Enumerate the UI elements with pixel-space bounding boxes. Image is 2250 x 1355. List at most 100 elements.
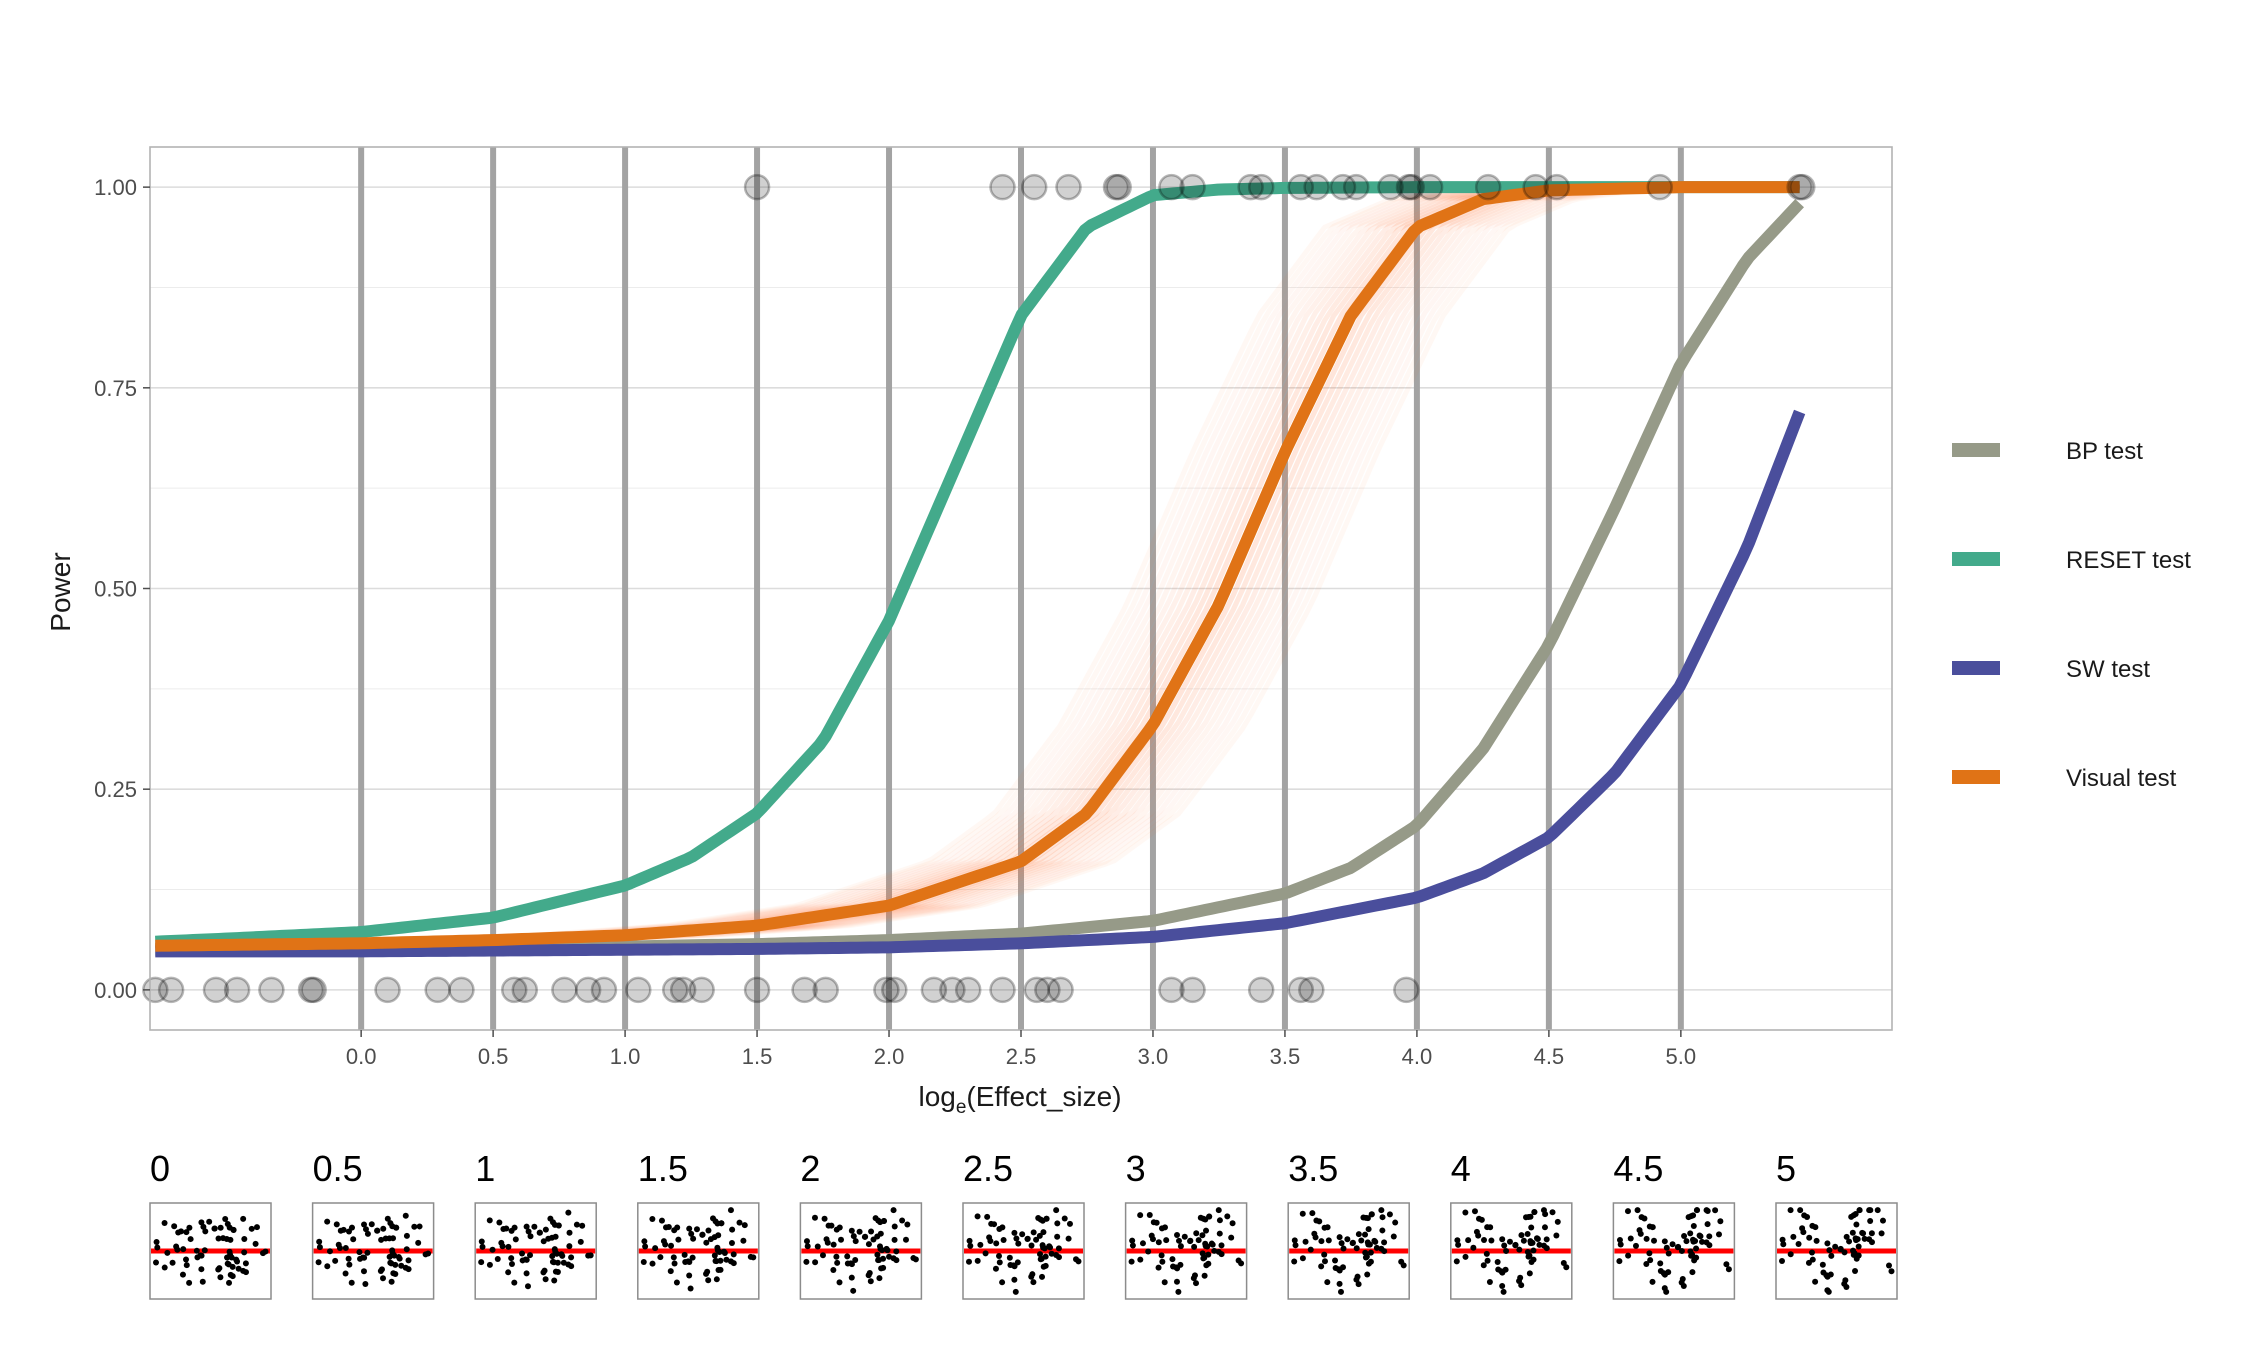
residual-point — [519, 1250, 526, 1257]
outcome-point — [223, 976, 251, 1004]
residual-point — [819, 1252, 826, 1259]
residual-point — [1299, 1210, 1306, 1217]
residual-point — [1332, 1257, 1339, 1264]
residual-point — [511, 1279, 518, 1286]
residual-point — [224, 1221, 231, 1228]
residual-point — [1158, 1252, 1165, 1259]
residual-point — [1010, 1262, 1017, 1269]
residual-point — [741, 1222, 748, 1229]
residual-point — [522, 1256, 529, 1263]
residual-point — [1046, 1243, 1053, 1250]
residual-point — [875, 1217, 882, 1224]
residual-point — [496, 1219, 503, 1226]
outcome-point — [1786, 173, 1813, 201]
residual-point — [1699, 1238, 1706, 1245]
residual-point — [1028, 1273, 1035, 1280]
residual-point — [660, 1238, 667, 1245]
residual-point — [1703, 1207, 1710, 1214]
residual-point — [1362, 1214, 1369, 1221]
residual-panel-label: 2.5 — [963, 1148, 1013, 1189]
residual-point — [1172, 1264, 1179, 1271]
residual-point — [579, 1222, 586, 1229]
residual-point — [478, 1238, 485, 1245]
outcome-point — [1047, 976, 1074, 1004]
residual-panel-label: 4 — [1451, 1148, 1471, 1189]
residual-point — [671, 1260, 678, 1267]
residual-point — [1540, 1207, 1547, 1214]
residual-point — [688, 1230, 695, 1237]
residual-point — [1868, 1239, 1875, 1246]
residual-point — [1715, 1231, 1722, 1238]
residual-point — [1797, 1207, 1804, 1214]
residual-point — [877, 1245, 884, 1252]
residual-point — [803, 1238, 810, 1245]
residual-point — [1520, 1237, 1527, 1244]
residual-point — [681, 1251, 688, 1258]
residual-point — [899, 1217, 906, 1224]
residual-point — [183, 1256, 190, 1263]
outcome-point — [1247, 173, 1275, 201]
residual-point — [1318, 1263, 1325, 1270]
residual-point — [536, 1229, 543, 1236]
residual-point — [1177, 1243, 1184, 1250]
residual-point — [1161, 1224, 1168, 1231]
x-tick-label: 1.5 — [742, 1044, 773, 1069]
residual-point — [848, 1274, 855, 1281]
residual-point — [345, 1255, 352, 1262]
residual-point — [1799, 1225, 1806, 1232]
residual-panel: 5 — [1775, 1148, 1898, 1300]
residual-point — [1627, 1235, 1634, 1242]
residual-point — [1218, 1251, 1225, 1258]
residual-point — [1028, 1242, 1035, 1249]
residual-point — [1386, 1211, 1393, 1218]
residual-point — [217, 1224, 224, 1231]
residual-point — [356, 1249, 363, 1256]
residual-point — [552, 1248, 559, 1255]
legend-label: SW test — [2066, 656, 2150, 683]
residual-point — [641, 1238, 648, 1245]
x-axis-ticks: 0.0 0.5 1.0 1.5 2.0 2.5 3.0 3.5 4.0 4.5 5.0 — [346, 1030, 1696, 1069]
outcome-point — [1342, 173, 1370, 201]
residual-point — [1201, 1272, 1208, 1279]
residual-point — [1364, 1271, 1371, 1278]
residual-point — [378, 1236, 385, 1243]
residual-point — [1163, 1237, 1170, 1244]
residual-point — [1855, 1243, 1862, 1250]
residual-point — [1155, 1239, 1162, 1246]
outcome-point — [202, 976, 230, 1004]
residual-point — [362, 1281, 369, 1288]
residual-point — [1616, 1258, 1623, 1265]
legend-item: BP test — [1952, 438, 2143, 465]
residual-point — [169, 1259, 176, 1266]
residual-point — [1879, 1217, 1886, 1224]
residual-point — [193, 1247, 200, 1254]
residual-point — [1543, 1245, 1550, 1252]
residual-point — [670, 1254, 677, 1261]
residual-point — [1218, 1242, 1225, 1249]
residual-point — [1055, 1254, 1062, 1261]
residual-point — [333, 1221, 340, 1228]
residual-point — [494, 1255, 501, 1262]
residual-point — [1512, 1241, 1519, 1248]
residual-point — [531, 1223, 538, 1230]
power-curves — [155, 181, 1806, 958]
residual-point — [577, 1238, 584, 1245]
residual-point — [1649, 1224, 1656, 1231]
residual-point — [1688, 1213, 1695, 1220]
residual-point — [1054, 1233, 1061, 1240]
residual-point — [1311, 1230, 1318, 1237]
residual-point — [1203, 1262, 1210, 1269]
residual-panel-label: 0.5 — [313, 1148, 363, 1189]
residual-panel: 3 — [1124, 1148, 1248, 1300]
legend-label: BP test — [2066, 438, 2143, 465]
outcome-point — [920, 976, 948, 1004]
residual-point — [508, 1261, 515, 1268]
curve-sw-test — [155, 409, 1806, 958]
residual-point — [1530, 1247, 1537, 1254]
residual-point — [830, 1266, 837, 1273]
residual-point — [1202, 1242, 1209, 1249]
residual-point — [215, 1266, 222, 1273]
residual-point — [425, 1250, 432, 1257]
residual-point — [730, 1251, 737, 1258]
